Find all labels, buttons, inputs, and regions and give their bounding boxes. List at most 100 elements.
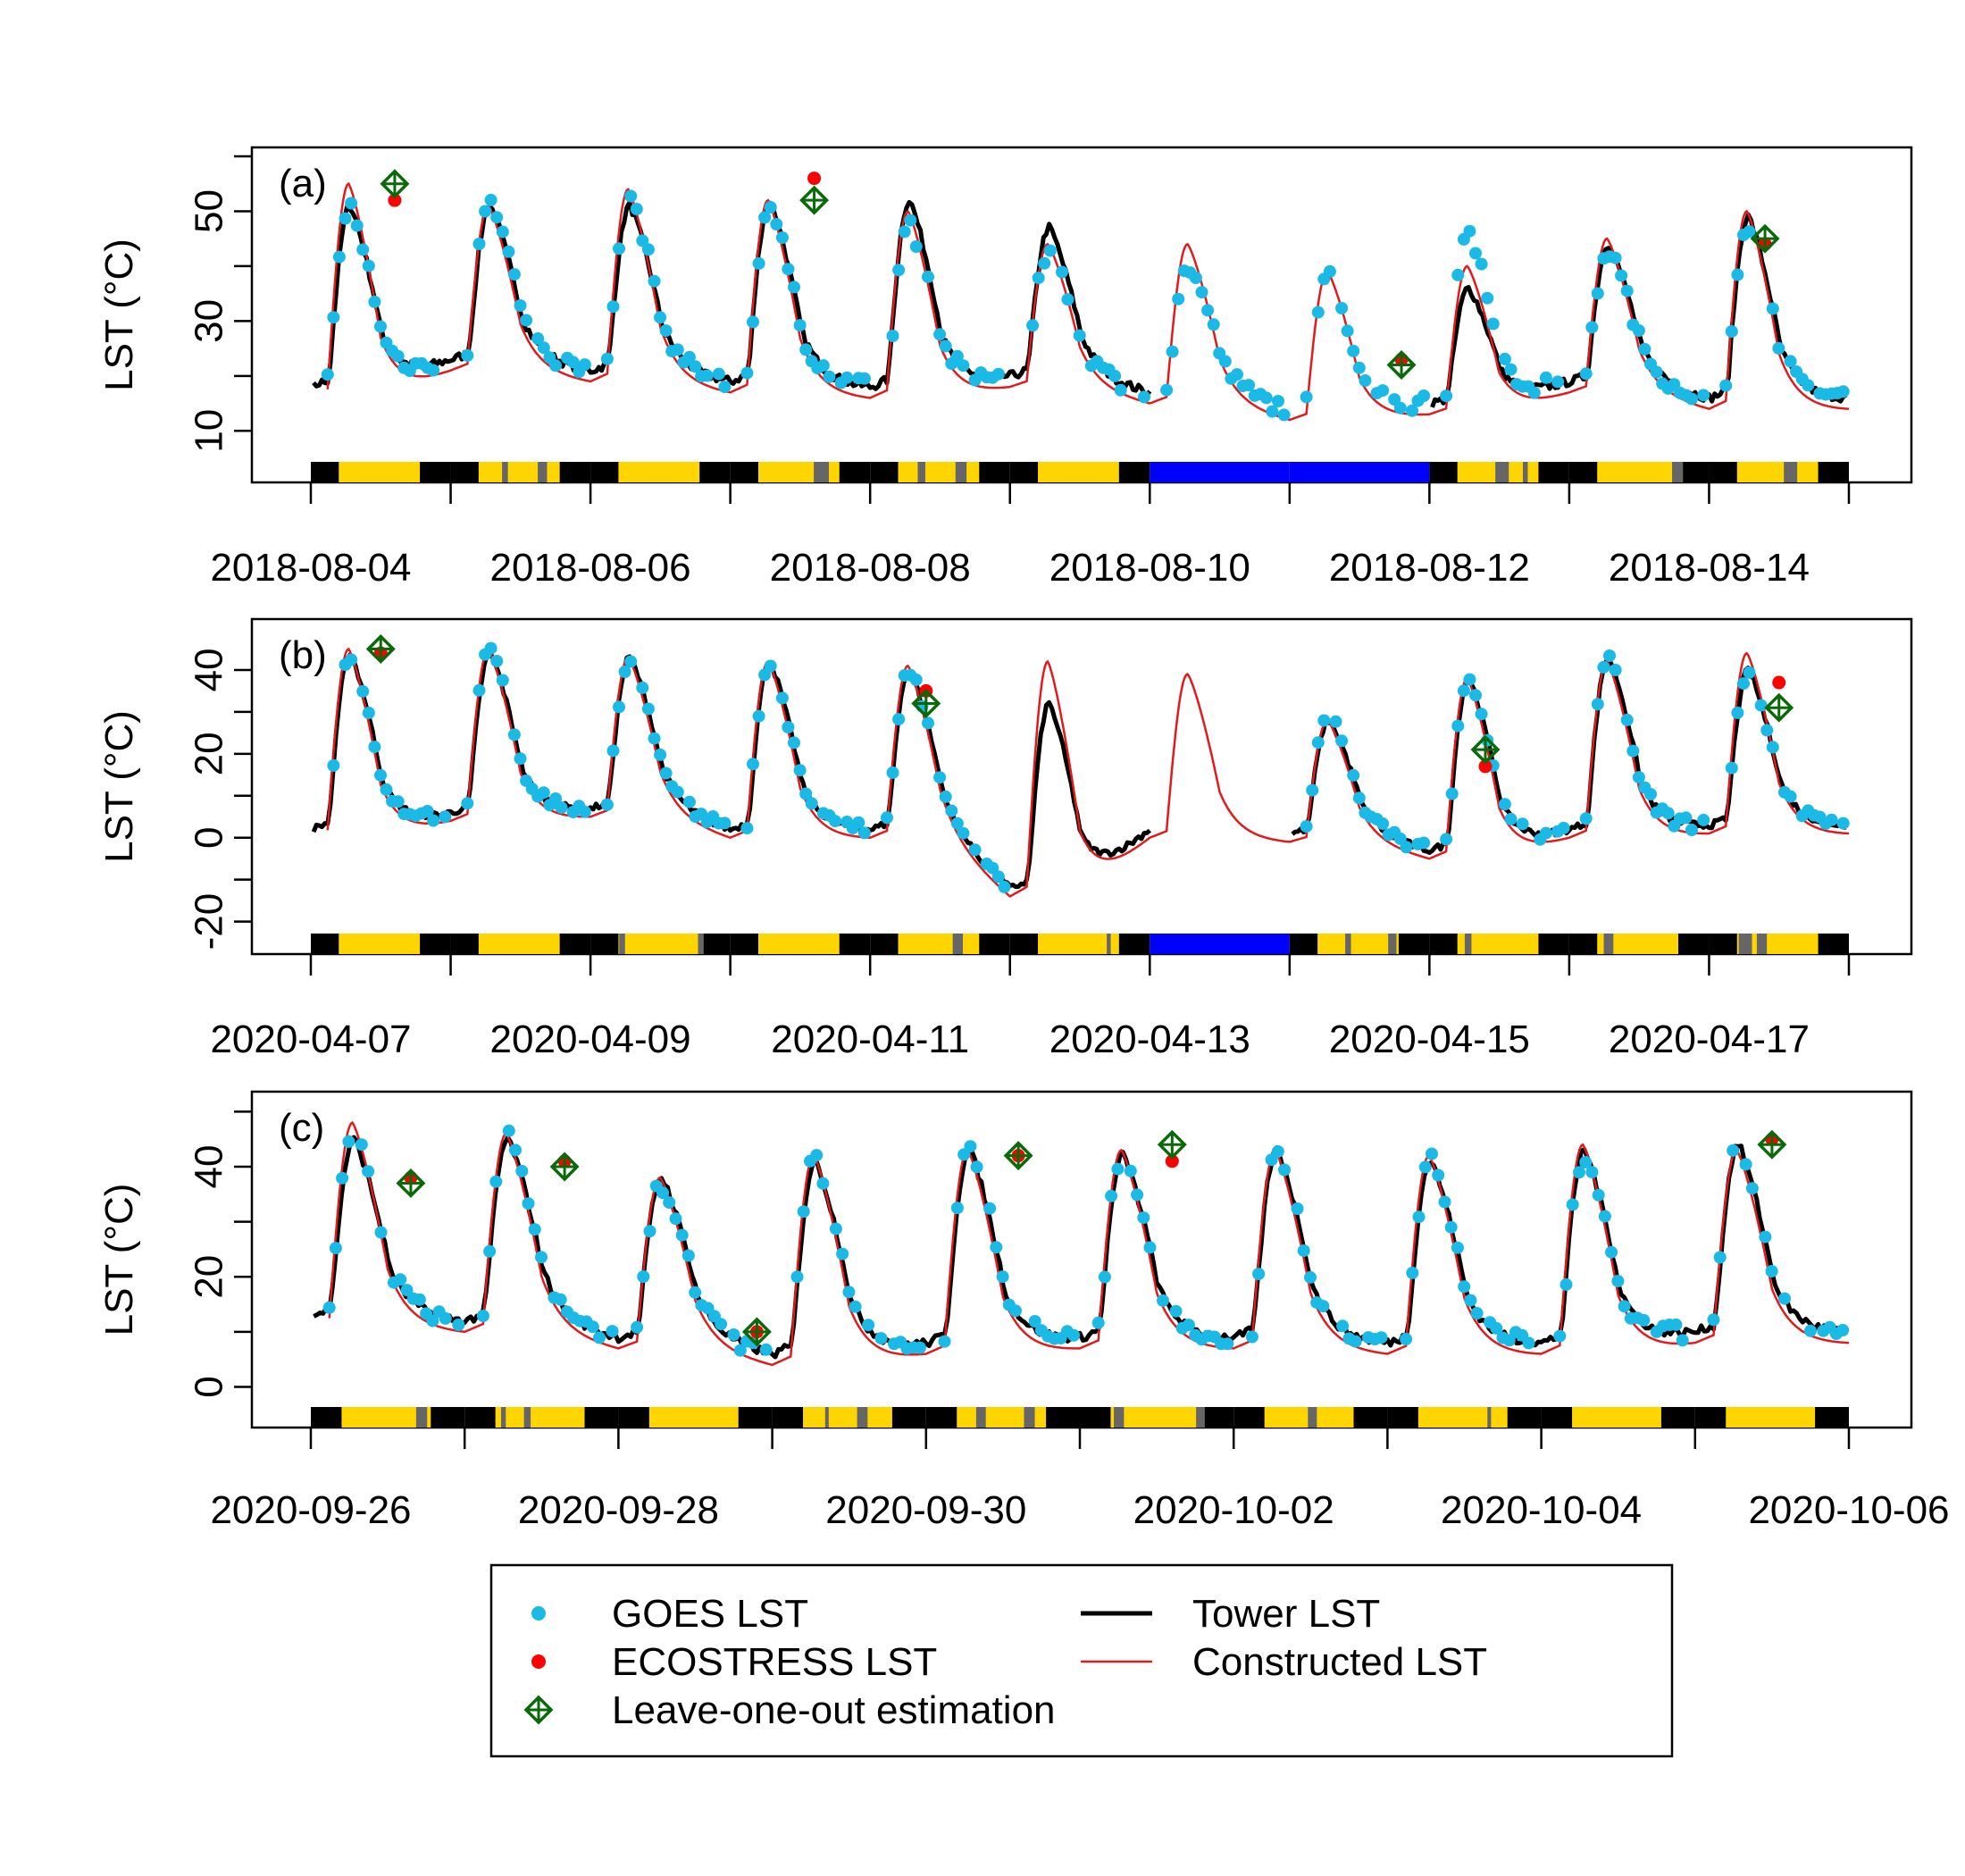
- status-bar-day: [898, 462, 980, 482]
- goes-point: [327, 758, 340, 772]
- goes-point: [991, 870, 1005, 884]
- goes-point: [1259, 391, 1273, 405]
- goes-point: [1352, 361, 1366, 374]
- goes-point: [1347, 768, 1360, 782]
- goes-point: [1766, 302, 1779, 315]
- goes-point: [1585, 1166, 1599, 1179]
- goes-point: [1676, 1334, 1689, 1347]
- goes-point: [1300, 390, 1313, 404]
- goes-point: [1359, 374, 1372, 387]
- loo-point: [380, 169, 410, 199]
- goes-point: [1172, 292, 1185, 306]
- ecostress-point: [1772, 675, 1786, 690]
- goes-point: [426, 1314, 439, 1327]
- goes-point: [1516, 817, 1529, 831]
- goes-point: [656, 1186, 669, 1200]
- goes-point: [968, 843, 982, 857]
- goes-point: [1469, 247, 1482, 260]
- goes-point: [1341, 324, 1354, 338]
- loo-point: [1003, 1141, 1033, 1171]
- panel-label: (a): [279, 162, 327, 205]
- goes-point: [1438, 1195, 1451, 1209]
- goes-point: [1719, 379, 1733, 392]
- status-bar-cloud: [1487, 1407, 1492, 1428]
- goes-point: [1245, 1330, 1258, 1344]
- goes-point: [904, 214, 917, 227]
- goes-point: [509, 1143, 522, 1157]
- goes-point: [1585, 321, 1599, 334]
- goes-point: [922, 716, 934, 730]
- goes-point: [842, 1286, 856, 1299]
- goes-point: [479, 205, 492, 218]
- goes-point: [1609, 664, 1622, 676]
- status-bar-cloud: [1308, 1407, 1317, 1428]
- x-tick-label: 2020-04-17: [1609, 1018, 1810, 1061]
- goes-point: [770, 218, 783, 230]
- goes-point: [715, 1318, 728, 1331]
- goes-point: [630, 203, 643, 215]
- x-tick-label: 2020-09-30: [825, 1488, 1026, 1532]
- goes-point: [350, 219, 364, 232]
- status-bar-cloud: [500, 1407, 506, 1428]
- goes-point: [1745, 1182, 1759, 1195]
- goes-point: [1111, 1162, 1125, 1176]
- goes-point: [1579, 1156, 1593, 1168]
- goes-point: [996, 1270, 1009, 1284]
- x-tick-label: 2018-08-04: [210, 546, 411, 590]
- loo-point: [799, 185, 830, 215]
- goes-point: [1778, 1292, 1791, 1305]
- status-bar-day: [757, 934, 840, 954]
- goes-point: [427, 364, 440, 377]
- goes-point: [892, 713, 906, 726]
- goes-point: [1277, 408, 1291, 422]
- goes-point: [671, 785, 684, 799]
- goes-point: [1157, 1294, 1169, 1307]
- goes-point: [964, 1140, 977, 1153]
- goes-point: [1707, 1313, 1720, 1327]
- goes-point: [1737, 677, 1750, 691]
- y-tick-label: 0: [188, 1376, 231, 1397]
- goes-point: [368, 295, 381, 308]
- loo-point: [549, 1152, 580, 1182]
- panel-c: 0 20 40 LST (°C) (c) 2020-09-26 2020-09-28 2020…: [97, 1090, 1950, 1532]
- goes-point: [1195, 286, 1208, 299]
- goes-point: [1579, 367, 1593, 381]
- goes-point: [484, 641, 498, 655]
- plot-frame: [250, 146, 1913, 484]
- panel-b: -20 0 20 40 LST (°C) (b) 2020-04-07 2020-04-09 2…: [97, 617, 1913, 1061]
- goes-point: [1426, 1147, 1438, 1160]
- goes-point: [1304, 1270, 1317, 1284]
- goes-point: [1504, 363, 1518, 376]
- goes-point: [1032, 272, 1045, 285]
- x-tick-label: 2018-08-14: [1609, 546, 1810, 590]
- goes-point: [1591, 287, 1604, 300]
- y-tick-label: 10: [188, 409, 231, 453]
- goes-point: [421, 805, 434, 817]
- goes-point: [489, 1175, 503, 1188]
- status-bar-day: [1417, 1407, 1508, 1428]
- goes-point: [1784, 355, 1797, 368]
- goes-point: [1504, 812, 1518, 825]
- goes-point: [790, 1270, 804, 1284]
- y-tick-label: -20: [188, 893, 231, 951]
- goes-point: [631, 1320, 644, 1334]
- loo-point: [396, 1168, 426, 1198]
- goes-point: [586, 1320, 599, 1334]
- constructed-legend-label: Constructed LST: [1192, 1640, 1487, 1684]
- goes-point: [775, 691, 789, 705]
- goes-point: [1451, 1241, 1464, 1254]
- loo-diamond: [1470, 734, 1501, 765]
- ecostress-point: [1478, 759, 1493, 774]
- x-tick-label: 2020-04-09: [490, 1018, 691, 1061]
- goes-point: [1160, 383, 1174, 397]
- goes-point: [1061, 293, 1074, 306]
- loo-diamond: [799, 185, 830, 215]
- goes-point: [1336, 1319, 1350, 1333]
- goes-point: [1618, 1300, 1631, 1313]
- goes-point: [1108, 369, 1122, 382]
- goes-point: [1685, 392, 1698, 406]
- goes-point: [970, 1160, 983, 1174]
- ecostress-legend-marker: [531, 1654, 546, 1669]
- goes-point: [345, 197, 358, 210]
- goes-point: [840, 371, 854, 384]
